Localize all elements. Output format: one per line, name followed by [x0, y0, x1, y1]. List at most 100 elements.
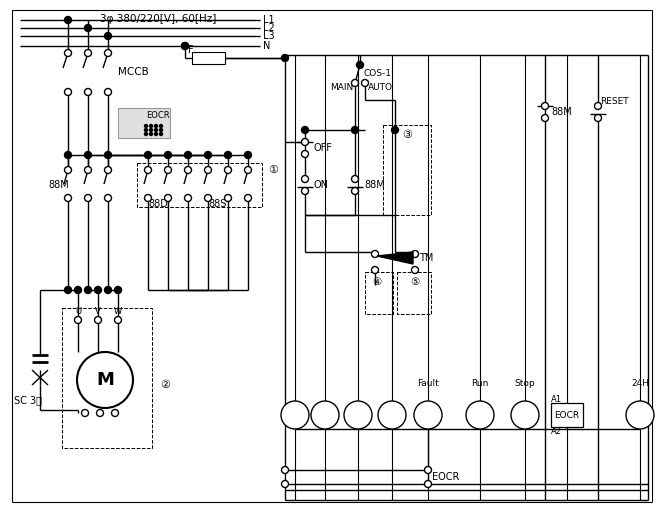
Text: T1: T1 [634, 410, 646, 420]
Text: EOCR: EOCR [146, 111, 169, 121]
Circle shape [159, 128, 163, 131]
Text: R: R [477, 410, 483, 420]
Text: L3: L3 [263, 31, 275, 41]
Text: ④: ④ [372, 277, 381, 287]
Text: MAIN: MAIN [330, 82, 353, 91]
Circle shape [351, 127, 359, 133]
Circle shape [311, 401, 339, 429]
Bar [383, 125, 431, 215]
Circle shape [412, 250, 418, 258]
Bar [137, 163, 262, 207]
Text: 88S: 88S [383, 410, 401, 420]
Circle shape [165, 151, 171, 158]
Text: Run: Run [471, 379, 489, 387]
Circle shape [145, 125, 147, 128]
Text: 88M: 88M [48, 180, 69, 190]
Text: L2: L2 [263, 23, 275, 33]
Bar [118, 108, 170, 138]
Circle shape [282, 55, 288, 61]
Circle shape [84, 25, 92, 32]
Text: OFF: OFF [314, 143, 333, 153]
Circle shape [371, 250, 378, 258]
Circle shape [281, 401, 309, 429]
Circle shape [542, 114, 548, 122]
Circle shape [104, 151, 112, 158]
Circle shape [351, 175, 359, 182]
Circle shape [64, 287, 72, 293]
Circle shape [165, 195, 171, 201]
Circle shape [84, 195, 92, 201]
Circle shape [104, 33, 112, 39]
Circle shape [181, 42, 189, 50]
Circle shape [114, 316, 122, 323]
Circle shape [104, 167, 112, 174]
Text: N: N [263, 41, 270, 51]
Circle shape [542, 103, 548, 109]
Circle shape [64, 195, 72, 201]
Circle shape [145, 132, 147, 135]
Circle shape [301, 127, 309, 133]
Circle shape [412, 267, 418, 273]
Bar [551, 403, 583, 427]
Circle shape [181, 42, 189, 50]
Text: 88M: 88M [285, 410, 305, 420]
Text: ③: ③ [402, 130, 412, 140]
Circle shape [244, 195, 252, 201]
Text: TM: TM [318, 410, 332, 420]
Text: 88M: 88M [364, 180, 384, 190]
Circle shape [282, 480, 288, 487]
Text: Stop: Stop [515, 379, 535, 387]
Circle shape [185, 195, 191, 201]
Circle shape [114, 287, 122, 293]
Circle shape [159, 125, 163, 128]
Circle shape [351, 80, 359, 86]
Circle shape [84, 167, 92, 174]
Text: 24H: 24H [631, 379, 649, 387]
Text: W: W [114, 307, 122, 315]
Text: EOCR: EOCR [432, 472, 459, 482]
Circle shape [84, 88, 92, 96]
Circle shape [155, 128, 157, 131]
Circle shape [511, 401, 539, 429]
Text: V: V [95, 307, 101, 315]
Circle shape [626, 401, 654, 429]
Circle shape [205, 195, 212, 201]
Circle shape [301, 138, 309, 146]
Text: 3φ 380/220[V], 60[Hz]: 3φ 380/220[V], 60[Hz] [100, 14, 216, 24]
Circle shape [165, 167, 171, 174]
Bar [365, 272, 393, 314]
Circle shape [424, 480, 432, 487]
Circle shape [84, 50, 92, 57]
Circle shape [104, 195, 112, 201]
Circle shape [205, 167, 212, 174]
Polygon shape [377, 252, 413, 264]
Text: RESET: RESET [600, 98, 629, 106]
Circle shape [94, 287, 102, 293]
Circle shape [84, 151, 92, 158]
Circle shape [149, 128, 153, 131]
Circle shape [357, 61, 363, 68]
Circle shape [224, 195, 232, 201]
Circle shape [244, 151, 252, 158]
Circle shape [82, 409, 88, 416]
Bar [62, 308, 152, 448]
Circle shape [104, 88, 112, 96]
Text: 88D: 88D [148, 199, 168, 209]
Circle shape [159, 132, 163, 135]
Circle shape [185, 151, 191, 158]
Circle shape [301, 151, 309, 157]
Circle shape [64, 50, 72, 57]
Bar [192, 52, 225, 64]
Circle shape [94, 316, 102, 323]
Circle shape [371, 267, 378, 273]
Text: F: F [188, 45, 194, 55]
Circle shape [424, 467, 432, 474]
Circle shape [378, 401, 406, 429]
Circle shape [149, 132, 153, 135]
Circle shape [414, 401, 442, 429]
Text: G: G [521, 410, 529, 420]
Text: MCCB: MCCB [118, 67, 149, 77]
Circle shape [301, 175, 309, 182]
Circle shape [301, 188, 309, 195]
Circle shape [112, 409, 118, 416]
